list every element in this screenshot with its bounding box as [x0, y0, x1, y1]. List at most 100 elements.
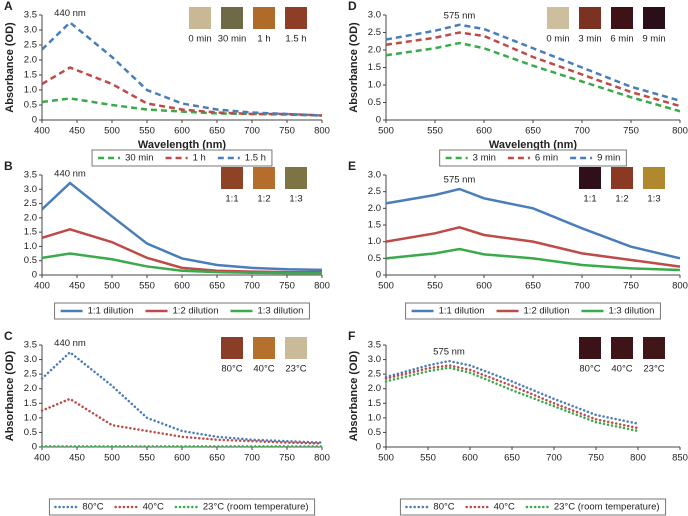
- swatch-label: 23°C: [643, 364, 664, 375]
- x-tick-label: 700: [574, 126, 590, 137]
- x-tick-label: 450: [69, 453, 85, 464]
- y-tick-label: 1.5: [24, 227, 37, 238]
- x-tick-label: 550: [139, 281, 155, 292]
- series-line: [385, 187, 681, 260]
- series-line: [385, 31, 681, 108]
- swatch-label: 1:2: [257, 194, 270, 205]
- y-tick-label: 2.5: [24, 369, 37, 380]
- y-tick-label: 1.5: [368, 220, 381, 231]
- legend-label: 40°C: [143, 502, 164, 513]
- legend: 80°C 40°C 23°C (room temperature): [399, 498, 667, 516]
- series-line: [385, 226, 681, 268]
- y-tick-label: 3.0: [368, 10, 381, 21]
- y-tick-label: 2.0: [368, 203, 381, 214]
- x-tick-label: 500: [378, 453, 394, 464]
- panel-letter: A: [4, 0, 13, 13]
- swatch-label: 40°C: [611, 364, 632, 375]
- x-tick-label: 700: [244, 126, 260, 137]
- series-line: [385, 41, 681, 113]
- x-tick-label: 400: [34, 453, 50, 464]
- y-tick-label: 1.0: [368, 80, 381, 91]
- legend-box: [91, 149, 273, 167]
- x-tick-label: 550: [427, 126, 443, 137]
- series-line: [384, 364, 640, 430]
- x-tick-label: 650: [525, 281, 541, 292]
- color-swatch: [285, 337, 307, 359]
- swatch-label: 6 min: [610, 34, 633, 45]
- x-tick-label: 700: [574, 281, 590, 292]
- x-tick-label: 750: [623, 281, 639, 292]
- swatch-label: 1.5 h: [285, 34, 306, 45]
- x-tick-label: 550: [139, 126, 155, 137]
- y-tick-label: 0.5: [24, 100, 37, 111]
- series-line: [385, 23, 681, 102]
- color-swatch: [643, 337, 665, 359]
- series-line: [40, 350, 324, 444]
- color-swatch: [285, 7, 307, 29]
- x-tick-label: 500: [104, 453, 120, 464]
- swatch-label: 1:1: [583, 194, 596, 205]
- color-swatch: [611, 337, 633, 359]
- x-tick-label: 550: [420, 453, 436, 464]
- legend: 1:1 dilution 1:2 dilution 1:3 dilution: [405, 302, 661, 320]
- x-tick-label: 750: [588, 453, 604, 464]
- legend-label: 1.5 h: [245, 153, 266, 164]
- y-tick-label: 0: [32, 442, 37, 453]
- color-swatch: [253, 337, 275, 359]
- x-tick-label: 550: [427, 281, 443, 292]
- swatch-label: 1:3: [289, 194, 302, 205]
- swatch-label: 80°C: [221, 364, 242, 375]
- color-swatch: [221, 337, 243, 359]
- x-tick-label: 650: [504, 453, 520, 464]
- legend-box: [405, 302, 661, 320]
- y-tick-label: 3.0: [24, 25, 37, 36]
- legend-label: 1:3 dilution: [608, 306, 654, 317]
- color-swatch: [579, 337, 601, 359]
- legend-box: [48, 498, 316, 516]
- y-tick-label: 3.0: [24, 354, 37, 365]
- color-swatch: [579, 167, 601, 189]
- annotation: 575 nm: [433, 347, 465, 358]
- legend-label: 6 min: [535, 153, 558, 164]
- swatch-label: 1:1: [225, 194, 238, 205]
- y-tick-label: 3.0: [24, 184, 37, 195]
- y-axis-label: Absorbance (OD): [4, 350, 16, 441]
- color-swatch: [221, 167, 243, 189]
- y-tick-label: 3.5: [24, 340, 37, 351]
- swatch-label: 9 min: [642, 34, 665, 45]
- x-tick-label: 450: [69, 126, 85, 137]
- x-tick-label: 500: [104, 281, 120, 292]
- x-tick-label: 650: [525, 126, 541, 137]
- x-tick-label: 600: [174, 453, 190, 464]
- color-swatch: [547, 7, 569, 29]
- y-tick-label: 2.5: [368, 27, 381, 38]
- x-axis-label: Wavelength (nm): [489, 139, 578, 151]
- swatch-label: 1:3: [647, 194, 660, 205]
- legend-label: 1:1 dilution: [88, 306, 134, 317]
- annotation: 440 nm: [54, 169, 86, 180]
- annotation: 440 nm: [54, 338, 86, 349]
- legend-box: [399, 498, 667, 516]
- legend-label: 30 min: [125, 153, 154, 164]
- y-tick-label: 3.5: [24, 10, 37, 21]
- x-tick-label: 700: [244, 281, 260, 292]
- x-tick-label: 650: [209, 453, 225, 464]
- legend: 30 min 1 h 1.5 h: [91, 149, 273, 167]
- legend-label: 9 min: [597, 153, 620, 164]
- y-tick-label: 0.5: [24, 255, 37, 266]
- swatch-label: 0 min: [546, 34, 569, 45]
- y-tick-label: 1.0: [368, 236, 381, 247]
- panel-letter: E: [348, 159, 356, 173]
- x-tick-label: 750: [279, 281, 295, 292]
- x-tick-label: 600: [476, 281, 492, 292]
- color-swatch: [253, 167, 275, 189]
- color-swatch: [611, 7, 633, 29]
- y-axis-label: Absorbance (OD): [4, 22, 16, 113]
- y-tick-label: 1.5: [368, 398, 381, 409]
- legend-label: 23°C (room temperature): [554, 502, 660, 513]
- legend: 1:1 dilution 1:2 dilution 1:3 dilution: [54, 302, 310, 320]
- series-line: [384, 359, 640, 425]
- color-swatch: [611, 167, 633, 189]
- color-swatch: [253, 7, 275, 29]
- y-tick-label: 0.5: [368, 253, 381, 264]
